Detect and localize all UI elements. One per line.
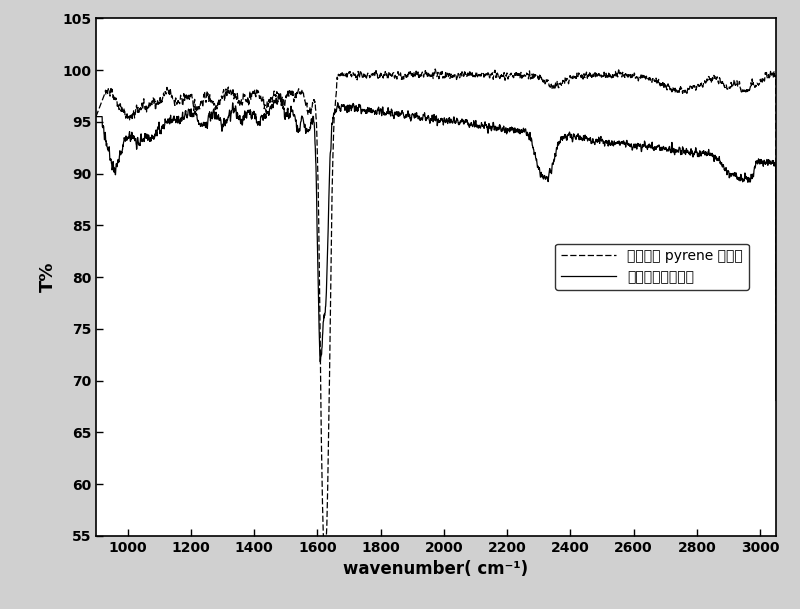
丙醇羟基 pyrene 希夫等	[430, 65, 440, 72]
丙醇羟基 pyrene 希夫等	[771, 330, 781, 337]
修饰后的硅纳米线	[209, 105, 218, 113]
丙醇羟基 pyrene 希夫等	[169, 96, 178, 103]
X-axis label: wavenumber( cm⁻¹): wavenumber( cm⁻¹)	[343, 560, 529, 579]
丙醇羟基 pyrene 希夫等	[685, 83, 694, 90]
修饰后的硅纳米线	[382, 110, 391, 118]
修饰后的硅纳米线	[758, 159, 768, 166]
丙醇羟基 pyrene 希夫等	[91, 113, 101, 121]
修饰后的硅纳米线	[771, 397, 781, 404]
丙醇羟基 pyrene 希夫等	[382, 71, 391, 79]
Line: 丙醇羟基 pyrene 希夫等: 丙醇羟基 pyrene 希夫等	[96, 69, 776, 551]
Y-axis label: T%: T%	[38, 262, 57, 292]
修饰后的硅纳米线	[685, 149, 694, 156]
Legend: 丙醇羟基 pyrene 希夫等, 修饰后的硅纳米线: 丙醇羟基 pyrene 希夫等, 修饰后的硅纳米线	[555, 244, 749, 290]
修饰后的硅纳米线	[352, 107, 362, 114]
丙醇羟基 pyrene 希夫等	[758, 74, 768, 81]
丙醇羟基 pyrene 希夫等	[352, 76, 362, 83]
丙醇羟基 pyrene 希夫等	[209, 99, 218, 107]
修饰后的硅纳米线	[91, 113, 101, 121]
丙醇羟基 pyrene 希夫等	[320, 547, 330, 555]
修饰后的硅纳米线	[274, 90, 283, 97]
修饰后的硅纳米线	[169, 113, 178, 121]
Line: 修饰后的硅纳米线: 修饰后的硅纳米线	[96, 94, 776, 401]
